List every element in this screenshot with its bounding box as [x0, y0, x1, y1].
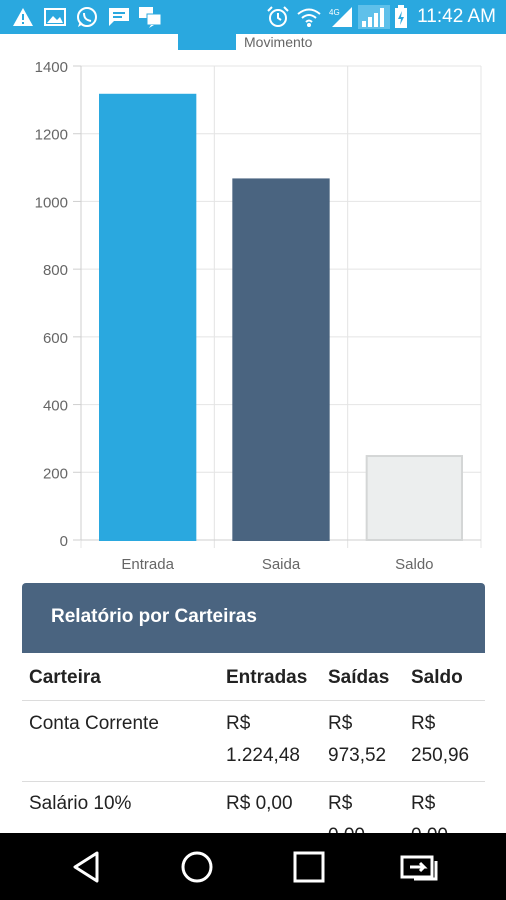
row-saldo-currency: R$ — [411, 713, 436, 734]
y-tick-label: 1200 — [35, 127, 68, 144]
row-saldo-currency: R$ — [411, 793, 436, 814]
y-tick-label: 600 — [43, 330, 68, 347]
row-divider — [22, 781, 485, 782]
x-tick-label: Entrada — [121, 556, 174, 573]
navigation-bar — [0, 833, 506, 900]
row-saidas-currency: R$ — [328, 713, 353, 734]
wifi-icon — [297, 6, 321, 28]
column-header-saidas: Saídas — [328, 667, 390, 688]
message-icon — [108, 6, 130, 28]
switch-icon[interactable] — [400, 847, 440, 887]
y-tick-label: 200 — [43, 465, 68, 482]
warning-icon — [12, 6, 34, 28]
y-tick-label: 1000 — [35, 194, 68, 211]
status-bar: 4G 11:42 AM — [0, 0, 506, 34]
report-header: Relatório por Carteiras — [22, 583, 485, 653]
home-icon[interactable] — [177, 847, 217, 887]
row-carteira: Salário 10% — [29, 793, 132, 814]
bar-saida — [232, 178, 330, 542]
y-tick-label: 1400 — [35, 59, 68, 76]
svg-text:4G: 4G — [329, 8, 340, 17]
movimento-chart: 0 200 400 600 800 1000 1200 1400 Entrada Saida Sal… — [0, 34, 506, 580]
x-tick-label: Saldo — [395, 556, 433, 573]
row-carteira: Conta Corrente — [29, 713, 159, 734]
status-time: 11:42 AM — [417, 6, 496, 27]
chart-svg: 0 200 400 600 800 1000 1200 1400 Entrada Saida Sal… — [35, 34, 482, 573]
image-icon — [44, 6, 66, 28]
row-entradas-value: 1.224,48 — [226, 745, 300, 766]
whatsapp-icon — [76, 6, 98, 28]
row-saidas-value: 973,52 — [328, 745, 387, 766]
chat-icon — [138, 6, 162, 28]
legend-label: Movimento — [244, 34, 313, 50]
row-saidas-currency: R$ — [328, 793, 353, 814]
battery-icon — [394, 5, 408, 28]
column-header-entradas: Entradas — [226, 667, 308, 688]
x-tick-label: Saida — [262, 556, 301, 573]
header-divider — [22, 700, 485, 701]
row-saldo-value: 250,96 — [411, 745, 470, 766]
y-tick-label: 400 — [43, 398, 68, 415]
legend-swatch — [178, 34, 236, 50]
report-title: Relatório por Carteiras — [51, 606, 257, 627]
signal-icon: 4G — [328, 6, 354, 28]
alarm-icon — [266, 6, 290, 28]
signal-strength-icon — [358, 5, 390, 29]
row-entradas-currency: R$ — [226, 713, 251, 734]
y-tick-label: 0 — [60, 533, 68, 550]
y-tick-label: 800 — [43, 262, 68, 279]
row-entradas-value: R$ 0,00 — [226, 793, 293, 814]
bar-entrada — [99, 93, 197, 542]
bar-saldo — [365, 455, 463, 541]
recents-icon[interactable] — [289, 847, 329, 887]
column-header-carteira: Carteira — [29, 667, 101, 688]
column-header-saldo: Saldo — [411, 667, 463, 688]
back-icon[interactable] — [66, 847, 106, 887]
